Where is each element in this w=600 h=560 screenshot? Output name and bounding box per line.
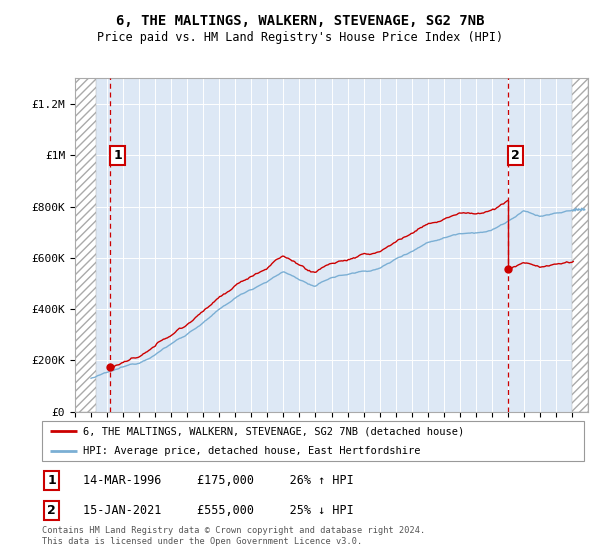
Text: 1: 1: [113, 149, 122, 162]
Bar: [75, 78, 96, 412]
Bar: [572, 78, 588, 412]
FancyBboxPatch shape: [42, 421, 584, 461]
Text: Price paid vs. HM Land Registry's House Price Index (HPI): Price paid vs. HM Land Registry's House …: [97, 31, 503, 44]
Bar: [75, 78, 96, 412]
Text: 2: 2: [47, 504, 56, 517]
Text: 6, THE MALTINGS, WALKERN, STEVENAGE, SG2 7NB (detached house): 6, THE MALTINGS, WALKERN, STEVENAGE, SG2…: [83, 426, 464, 436]
Text: 15-JAN-2021     £555,000     25% ↓ HPI: 15-JAN-2021 £555,000 25% ↓ HPI: [83, 504, 353, 517]
Text: 2: 2: [511, 149, 520, 162]
Text: Contains HM Land Registry data © Crown copyright and database right 2024.
This d: Contains HM Land Registry data © Crown c…: [42, 526, 425, 546]
Text: HPI: Average price, detached house, East Hertfordshire: HPI: Average price, detached house, East…: [83, 446, 420, 456]
Text: 1: 1: [47, 474, 56, 487]
Text: 6, THE MALTINGS, WALKERN, STEVENAGE, SG2 7NB: 6, THE MALTINGS, WALKERN, STEVENAGE, SG2…: [116, 14, 484, 28]
Bar: [572, 78, 588, 412]
Text: 14-MAR-1996     £175,000     26% ↑ HPI: 14-MAR-1996 £175,000 26% ↑ HPI: [83, 474, 353, 487]
